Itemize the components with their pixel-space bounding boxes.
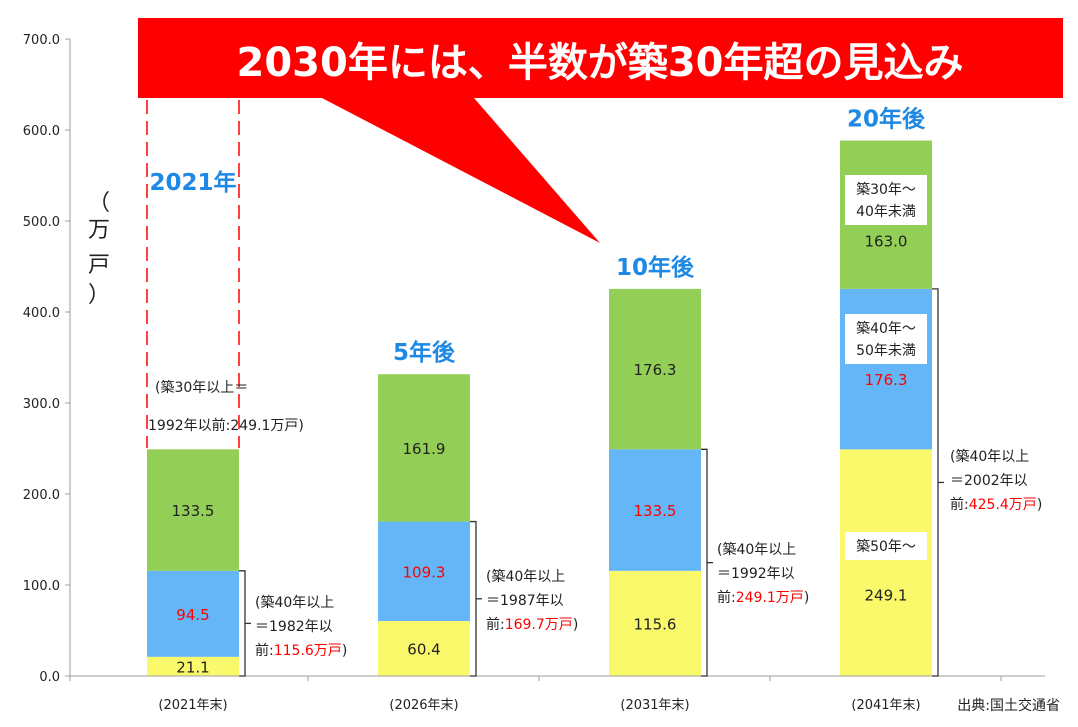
annotation-span: 249.1万戸 xyxy=(736,590,804,606)
annotation-line: (築40年以上 xyxy=(950,449,1029,465)
annotation-line: 前:115.6万戸) xyxy=(255,642,347,659)
y-tick-label: 300.0 xyxy=(23,397,60,412)
unit-label-1: 万 xyxy=(88,218,110,243)
annotation-line: ＝1987年以 xyxy=(486,593,564,609)
segment-label-text: 50年未満 xyxy=(856,343,916,359)
annotation-line: (築40年以上 xyxy=(255,595,334,611)
annotation-span: 169.7万戸 xyxy=(505,617,573,633)
annotation-span: ) xyxy=(1037,497,1042,513)
annotation-span: ＝1992年以 xyxy=(717,566,795,582)
bar-segment xyxy=(147,656,239,676)
note-2021-line: (築30年以上＝ xyxy=(155,380,248,396)
bar-value-label: 60.4 xyxy=(407,641,440,659)
unit-label-2: 戸 xyxy=(88,253,110,278)
annotation-span: ) xyxy=(573,617,578,633)
y-axis: 0.0 100.0 200.0 300.0 400.0 500.0 600.0 700.0 xyxy=(23,33,71,685)
annotation-span: 前: xyxy=(950,496,969,513)
annotation-line: 前:425.4万戸) xyxy=(950,496,1042,513)
annotation-bracket xyxy=(470,520,477,677)
unit-label-0: （ xyxy=(88,191,110,216)
bar-value-label: 21.1 xyxy=(176,658,209,676)
annotation-span: (築40年以上 xyxy=(950,449,1029,465)
annotation-bracket xyxy=(239,570,246,677)
x-tick-label: (2026年末) xyxy=(389,698,458,713)
note-2021-line: 1992年以前:249.1万戸) xyxy=(148,417,304,434)
bar-value-label: 161.9 xyxy=(403,440,446,458)
annotation-line: ＝2002年以 xyxy=(950,473,1028,489)
bar-value-label: 133.5 xyxy=(172,502,215,520)
source-label: 出典:国土交通省 xyxy=(957,697,1060,714)
annotation-span: ＝1982年以 xyxy=(255,619,333,635)
bar-segment xyxy=(378,374,470,522)
annotation-span: ＝2002年以 xyxy=(950,473,1028,489)
banner-pointer xyxy=(322,98,600,243)
bar-segment xyxy=(609,570,701,676)
y-tick-label: 400.0 xyxy=(23,306,60,321)
bar-value-label: 176.3 xyxy=(865,371,908,389)
annotation-span: 前: xyxy=(486,616,505,633)
annotation-span: ) xyxy=(342,643,347,659)
y-tick-label: 700.0 xyxy=(23,33,60,48)
bar-segment xyxy=(378,521,470,622)
y-tick-label: 0.0 xyxy=(39,670,60,685)
bar-value-label: 109.3 xyxy=(403,563,446,581)
bar-value-label: 94.5 xyxy=(176,606,209,624)
annotation-span: ) xyxy=(804,590,809,606)
bar-value-label: 163.0 xyxy=(865,233,908,251)
segment-label-box xyxy=(845,314,927,364)
bar-segment xyxy=(147,570,239,657)
y-tick-label: 500.0 xyxy=(23,215,60,230)
x-tick-label: (2041年末) xyxy=(851,698,920,713)
unit-label-3: ） xyxy=(88,283,110,308)
bar-value-label: 115.6 xyxy=(634,615,677,633)
banner-box xyxy=(138,18,1063,98)
annotation-line: (築40年以上 xyxy=(717,542,796,558)
bar-segment xyxy=(609,288,701,450)
segment-label-text: 40年未満 xyxy=(856,204,916,220)
bar-segment xyxy=(840,449,932,676)
segment-label-text: 築40年～ xyxy=(856,321,916,337)
annotation-span: 115.6万戸 xyxy=(274,643,342,659)
bar-value-label: 249.1 xyxy=(865,587,908,605)
segment-label-box xyxy=(845,532,927,560)
bars-group: 21.1 94.5 133.5 60.4 109.3 161.9 115.6 133.5 176… xyxy=(147,140,932,676)
segment-label-text: 築50年～ xyxy=(856,539,916,555)
top-label: 5年後 xyxy=(393,339,456,366)
segment-label-box xyxy=(845,175,927,225)
bar-segment xyxy=(378,621,470,676)
annotation-line: 前:169.7万戸) xyxy=(486,616,578,633)
y-tick-label: 100.0 xyxy=(23,579,60,594)
x-tick-label: (2021年末) xyxy=(158,698,227,713)
top-label: 10年後 xyxy=(616,254,695,281)
annotation-line: (築40年以上 xyxy=(486,569,565,585)
annotation-span: (築40年以上 xyxy=(717,542,796,558)
annotation-span: 前: xyxy=(255,642,274,659)
annotation-span: 前: xyxy=(717,589,736,606)
bar-segment xyxy=(840,288,932,450)
bar-value-label: 133.5 xyxy=(634,502,677,520)
x-axis: (2021年末) (2026年末) (2031年末) (2041年末) xyxy=(69,675,1045,713)
annotation-span: 425.4万戸 xyxy=(969,497,1037,513)
annotation-span: (築40年以上 xyxy=(486,569,565,585)
banner-title: 2030年には、半数が築30年超の見込み xyxy=(237,40,964,86)
annotation-line: ＝1982年以 xyxy=(255,619,333,635)
annotation-span: ＝1987年以 xyxy=(486,593,564,609)
annotations-group: 2021年 5年後 10年後 20年後 (築30年以上＝ 1992年以前:249.1万戸)… xyxy=(146,100,1042,677)
annotation-bracket xyxy=(932,288,939,677)
bar-value-label: 176.3 xyxy=(634,361,677,379)
y-tick-label: 600.0 xyxy=(23,124,60,139)
bar-segment xyxy=(147,449,239,571)
top-label: 2021年 xyxy=(149,169,236,196)
annotation-line: ＝1992年以 xyxy=(717,566,795,582)
annotation-line: 前:249.1万戸) xyxy=(717,589,809,606)
annotation-bracket xyxy=(701,448,708,677)
x-tick-label: (2031年末) xyxy=(620,698,689,713)
bar-segment xyxy=(609,449,701,571)
segment-label-text: 築30年～ xyxy=(856,182,916,198)
annotation-span: (築40年以上 xyxy=(255,595,334,611)
y-tick-label: 200.0 xyxy=(23,488,60,503)
top-label: 20年後 xyxy=(847,106,926,133)
